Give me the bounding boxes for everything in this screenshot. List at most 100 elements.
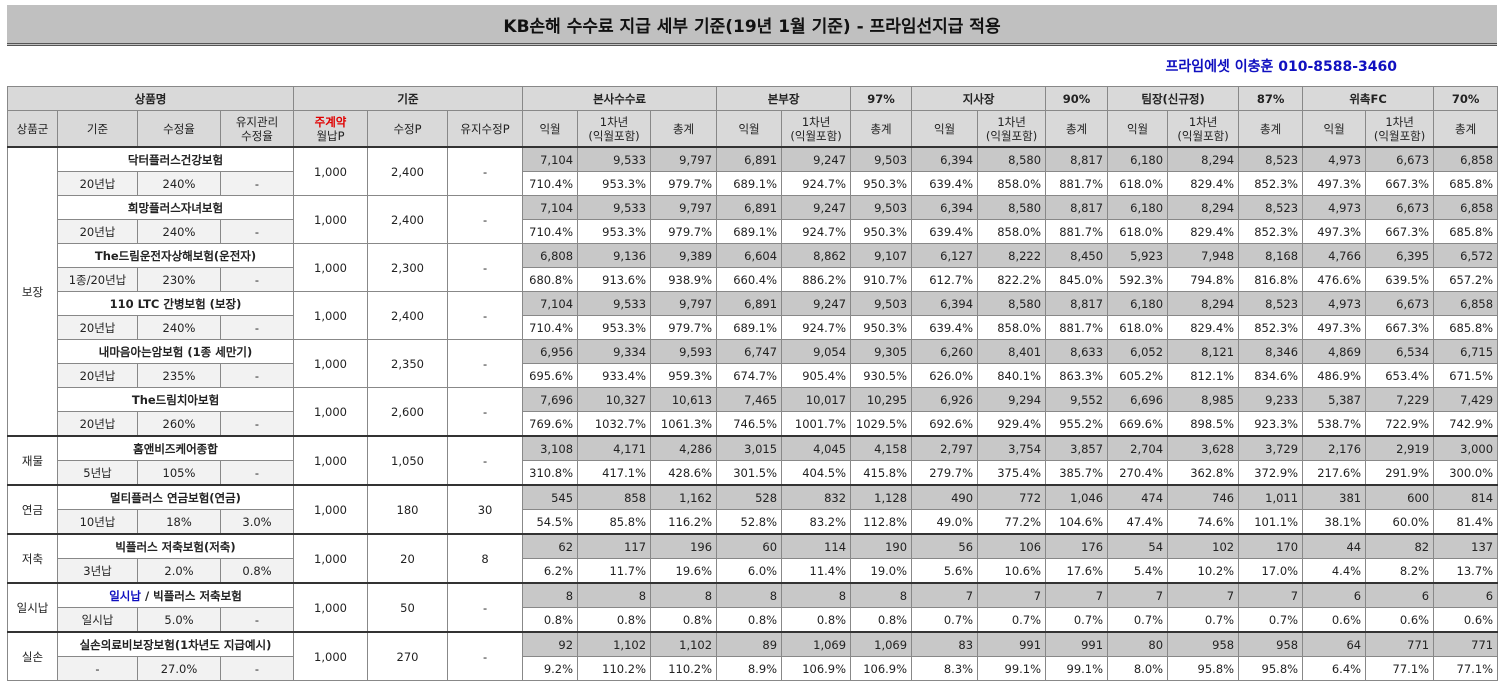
header-cell: 87% xyxy=(1238,86,1304,111)
percent-cell: 933.4% xyxy=(577,363,652,388)
cell: 1,000 xyxy=(293,387,368,437)
percent-cell: 840.1% xyxy=(977,363,1047,388)
amount-cell: 9,294 xyxy=(977,387,1047,412)
percent-cell: 19.6% xyxy=(650,558,718,584)
amount-cell: 7 xyxy=(977,582,1047,608)
product-name: 닥터플러스건강보험 xyxy=(57,146,294,172)
product-row: 20년납 240% - 710.4% 953.3% 979.7% 689.1% 924.7% 9… xyxy=(8,315,1499,340)
amount-cell: 190 xyxy=(850,533,913,559)
contact: 프라임에셋 이충훈 010-8588-3460 xyxy=(1165,59,1397,75)
percent-cell: 5.6% xyxy=(911,558,979,584)
cell: 10년납 xyxy=(57,509,138,535)
percent-cell: 4.4% xyxy=(1302,558,1367,584)
cell: - xyxy=(220,607,294,633)
percent-cell: 852.3% xyxy=(1238,315,1304,340)
product-name-text: 내마음아는암보험 (1종 세만기) xyxy=(98,344,253,359)
amount-cell: 8 xyxy=(716,582,783,608)
amount-cell: 4,286 xyxy=(650,435,718,461)
percent-cell: 0.8% xyxy=(781,607,852,633)
amount-cell: 6,052 xyxy=(1107,339,1169,364)
cell: 1,000 xyxy=(293,195,368,244)
commission-table: 상품명 기준 본사수수료 본부장 97% 지사장 90% 팀장(신규정) 87% 위촉FC 70% 상… xyxy=(7,86,1499,681)
cell: - xyxy=(220,267,294,292)
percent-cell: 0.6% xyxy=(1365,607,1435,633)
cell: - xyxy=(446,243,524,292)
percent-cell: 769.6% xyxy=(522,411,579,437)
header-cell: 익월 xyxy=(522,110,579,148)
percent-cell: 497.3% xyxy=(1302,219,1367,244)
product-row: The드림치아보험 1,000 2,600-7,696 10,327 10,613 7,4… xyxy=(8,387,1499,437)
header-cell: 익월 xyxy=(716,110,783,148)
header-cell: 익월 xyxy=(1107,110,1169,148)
group-label: 저축 xyxy=(7,533,58,584)
amount-cell: 4,869 xyxy=(1302,339,1367,364)
cell: 240% xyxy=(137,171,221,196)
amount-cell: 44 xyxy=(1302,533,1367,559)
amount-cell: 6,858 xyxy=(1433,146,1499,172)
header-cell: 총계 xyxy=(650,110,718,148)
cell: - xyxy=(220,219,294,244)
product-name-text: 실손의료비보장보험(1차년도 지급예시) xyxy=(79,637,272,652)
amount-cell: 82 xyxy=(1365,533,1435,559)
amount-cell: 10,295 xyxy=(850,387,913,412)
amount-cell: 958 xyxy=(1167,631,1240,657)
percent-cell: 0.7% xyxy=(977,607,1047,633)
percent-cell: 6.4% xyxy=(1302,656,1367,681)
amount-cell: 991 xyxy=(1045,631,1109,657)
percent-cell: 0.8% xyxy=(577,607,652,633)
amount-cell: 9,797 xyxy=(650,146,718,172)
percent-cell: 362.8% xyxy=(1167,460,1240,486)
percent-cell: 0.7% xyxy=(911,607,979,633)
cell: 50 xyxy=(367,582,448,633)
amount-cell: 6,673 xyxy=(1365,195,1435,220)
percent-cell: 38.1% xyxy=(1302,509,1367,535)
percent-cell: 54.5% xyxy=(522,509,579,535)
percent-cell: 680.8% xyxy=(522,267,579,292)
percent-cell: 106.9% xyxy=(781,656,852,681)
percent-cell: 19.0% xyxy=(850,558,913,584)
percent-cell: 852.3% xyxy=(1238,171,1304,196)
percent-cell: 979.7% xyxy=(650,219,718,244)
title: KB손해 수수료 지급 세부 기준(19년 1월 기준) - 프라임선지급 적용 xyxy=(7,5,1497,46)
amount-cell: 6,673 xyxy=(1365,146,1435,172)
header-cell: 총계 xyxy=(1238,110,1304,148)
cell: 1,000 xyxy=(293,435,368,486)
percent-cell: 685.8% xyxy=(1433,171,1499,196)
percent-cell: 639.4% xyxy=(911,219,979,244)
product-row: 일시납 일시납 / 빅플러스 저축보험 1,000 50-8 8 8 8 8 8 7 7 7 7 7 7 6 6 6 xyxy=(7,582,1499,633)
percent-cell: 0.8% xyxy=(716,607,783,633)
amount-cell: 4,158 xyxy=(850,435,913,461)
amount-cell: 64 xyxy=(1302,631,1367,657)
percent-cell: 47.4% xyxy=(1107,509,1169,535)
amount-cell: 600 xyxy=(1365,484,1435,510)
cell: 1,000 xyxy=(293,146,368,196)
percent-cell: 486.9% xyxy=(1302,363,1367,388)
product-name-text: 닥터플러스건강보험 xyxy=(127,152,224,167)
percent-cell: 979.7% xyxy=(650,171,718,196)
amount-cell: 6,808 xyxy=(522,243,579,268)
header-cell: 총계 xyxy=(1045,110,1109,148)
amount-cell: 6,572 xyxy=(1433,243,1499,268)
amount-cell: 8,817 xyxy=(1045,291,1109,316)
amount-cell: 6,891 xyxy=(716,195,783,220)
amount-cell: 8,580 xyxy=(977,195,1047,220)
amount-cell: 8,580 xyxy=(977,291,1047,316)
amount-cell: 6 xyxy=(1302,582,1367,608)
amount-cell: 3,015 xyxy=(716,435,783,461)
cell: - xyxy=(220,363,294,388)
product-name: 내마음아는암보험 (1종 세만기) xyxy=(57,339,294,364)
amount-cell: 6,696 xyxy=(1107,387,1169,412)
product-row: 20년납 240% - 710.4% 953.3% 979.7% 689.1% 924.7% 9… xyxy=(8,171,1499,196)
percent-cell: 618.0% xyxy=(1107,315,1169,340)
percent-cell: 77.2% xyxy=(977,509,1047,535)
percent-cell: 929.4% xyxy=(977,411,1047,437)
percent-cell: 497.3% xyxy=(1302,315,1367,340)
product-name-text: The드림운전자상해보험(운전자) xyxy=(94,248,257,263)
cell: - xyxy=(220,411,294,437)
header-cell: 팀장(신규정) xyxy=(1107,86,1240,111)
amount-cell: 6,858 xyxy=(1433,195,1499,220)
amount-cell: 2,176 xyxy=(1302,435,1367,461)
amount-cell: 8 xyxy=(577,582,652,608)
amount-cell: 9,797 xyxy=(650,195,718,220)
amount-cell: 89 xyxy=(716,631,783,657)
